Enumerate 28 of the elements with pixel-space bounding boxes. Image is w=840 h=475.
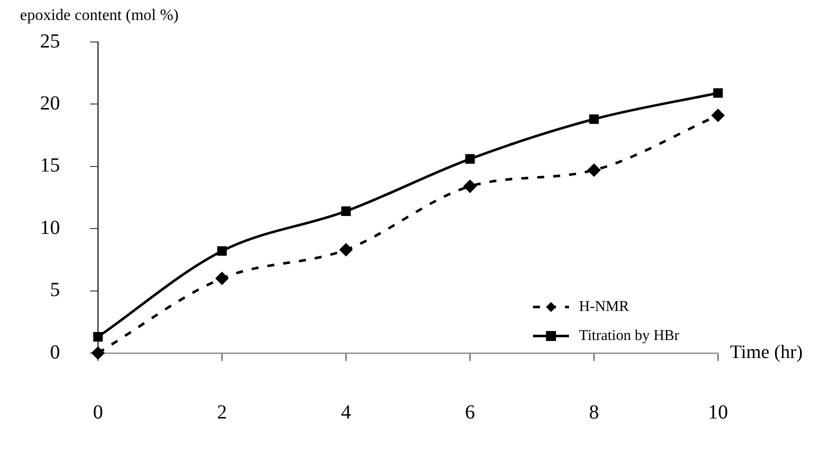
- point: [465, 154, 475, 164]
- y-tick-label: 15: [40, 154, 60, 177]
- point: [464, 180, 476, 193]
- y-tick-label: 20: [40, 92, 60, 114]
- point: [589, 114, 599, 124]
- point: [341, 206, 351, 216]
- y-tick-label: 0: [50, 341, 60, 364]
- point: [588, 164, 600, 176]
- legend-label: H-NMR: [579, 298, 630, 315]
- x-tick-label: 6: [465, 401, 475, 424]
- point: [712, 109, 724, 122]
- y-axis-title: epoxide content (mol %): [20, 7, 179, 24]
- x-tick-label: 10: [708, 401, 728, 424]
- point: [217, 246, 227, 256]
- y-tick-label: 5: [50, 279, 60, 302]
- x-axis-title: Time (hr): [730, 342, 803, 363]
- point: [92, 346, 104, 360]
- legend-label: Titration by HBr: [579, 328, 680, 344]
- y-tick-label: 25: [40, 30, 60, 52]
- x-tick-label: 8: [589, 401, 599, 424]
- x-tick-label: 0: [93, 401, 103, 424]
- point: [713, 88, 723, 98]
- x-tick-label: 2: [217, 401, 227, 424]
- point: [340, 244, 352, 256]
- x-tick-label: 4: [341, 401, 351, 424]
- point: [216, 272, 228, 285]
- point: [93, 332, 103, 342]
- y-tick-label: 10: [40, 216, 60, 239]
